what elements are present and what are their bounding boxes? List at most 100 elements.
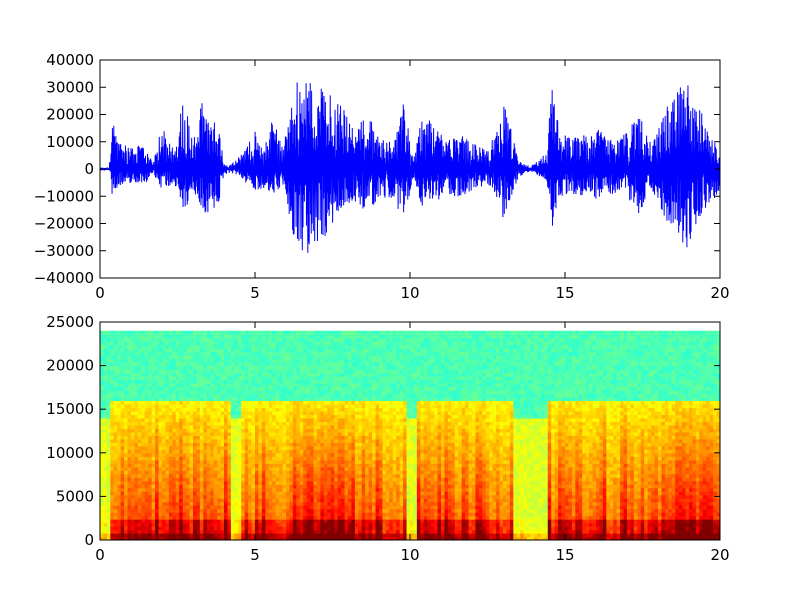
spectrogram-cell [227,536,232,540]
spectrogram-cell [179,519,184,524]
spectrogram-cell [306,463,311,468]
spectrogram-cell [158,351,163,356]
spectrogram-cell [372,369,377,374]
spectrogram-cell [179,428,184,433]
spectrogram-cell [279,526,284,531]
spectrogram-cell [134,442,139,447]
spectrogram-cell [210,505,215,510]
spectrogram-cell [113,529,118,534]
spectrogram-cell [144,484,149,489]
spectrogram-cell [275,362,280,367]
spectrogram-cell [168,456,173,461]
spectrogram-cell [196,431,201,436]
spectrogram-cell [199,390,204,395]
spectrogram-cell [158,424,163,429]
spectrogram-cell [100,334,105,339]
spectrogram-cell [189,466,194,471]
spectrogram-cell [210,442,215,447]
spectrogram-cell [327,369,332,374]
spectrogram-cell [244,348,249,353]
spectrogram-cell [286,435,291,440]
spectrogram-cell [299,390,304,395]
spectrogram-cell [131,410,136,416]
spectrogram-cell [224,463,229,468]
spectrogram-cell [306,410,311,416]
spectrogram-cell [158,390,163,395]
spectrogram-cell [327,494,332,499]
spectrogram-cell [348,519,353,524]
spectrogram-cell [117,358,122,363]
spectrogram-cell [375,508,380,513]
spectrogram-cell [320,505,325,510]
spectrogram-cell [179,442,184,447]
spectrogram-cell [172,519,177,524]
spectrogram-cell [165,442,170,447]
spectrogram-cell [289,428,294,433]
spectrogram-cell [120,428,125,433]
spectrogram-cell [141,390,146,395]
spectrogram-cell [323,508,328,513]
spectrogram-cell [172,379,177,384]
spectrogram-cell [275,414,280,419]
spectrogram-cell [275,463,280,468]
spectrogram-cell [323,484,328,489]
spectrogram-cell [344,515,349,520]
spectrogram-cell [151,424,156,429]
spectrogram-cell [292,393,297,398]
spectrogram-cell [144,334,149,339]
spectrogram-cell [131,428,136,433]
spectrogram-cell [120,431,125,436]
spectrogram-cell [210,445,215,450]
spectrogram-cell [241,365,246,370]
spectrogram-cell [230,390,235,395]
spectrogram-cell [313,522,318,527]
spectrogram-cell [292,355,297,360]
spectrogram-cell [244,470,249,475]
spectrogram-cell [175,536,180,540]
spectrogram-cell [165,435,170,440]
spectrogram-cell [124,379,129,384]
spectrogram-cell [172,348,177,353]
spectrogram-cell [379,334,384,339]
spectrogram-cell [251,529,256,534]
spectrogram-cell [313,355,318,360]
spectrogram-cell [282,515,287,520]
spectrogram-cell [110,515,115,520]
spectrogram-cell [186,494,191,499]
spectrogram-cell [172,369,177,374]
spectrogram-cell [220,341,225,346]
spectrogram-cell [323,365,328,370]
spectrogram-cell [255,341,260,346]
spectrogram-cell [103,470,108,475]
spectrogram-cell [210,473,215,478]
spectrogram-cell [279,470,284,475]
spectrogram-cell [210,403,215,409]
spectrogram-cell [365,512,370,517]
spectrogram-cell [275,383,280,388]
spectrogram-cell [327,477,332,482]
spectrogram-cell [155,522,160,527]
spectrogram-cell [255,362,260,367]
spectrogram-cell [100,417,105,423]
spectrogram-cell [182,369,187,374]
spectrogram-cell [193,487,198,492]
spectrogram-cell [203,470,208,475]
spectrogram-cell [196,526,201,531]
spectrogram-cell [279,417,284,423]
spectrogram-cell [151,477,156,482]
spectrogram-cell [199,379,204,384]
spectrogram-cell [282,337,287,342]
spectrogram-cell [320,477,325,482]
spectrogram-cell [224,348,229,353]
spectrogram-cell [261,526,266,531]
spectrogram-cell [220,435,225,440]
spectrogram-cell [144,522,149,527]
spectrogram-cell [244,459,249,464]
spectrogram-cell [279,386,284,391]
spectrogram-cell [348,463,353,468]
spectrogram-cell [289,473,294,478]
spectrogram-cell [193,410,198,416]
spectrogram-cell [286,337,291,342]
spectrogram-cell [106,393,111,398]
spectrogram-cell [182,400,187,405]
